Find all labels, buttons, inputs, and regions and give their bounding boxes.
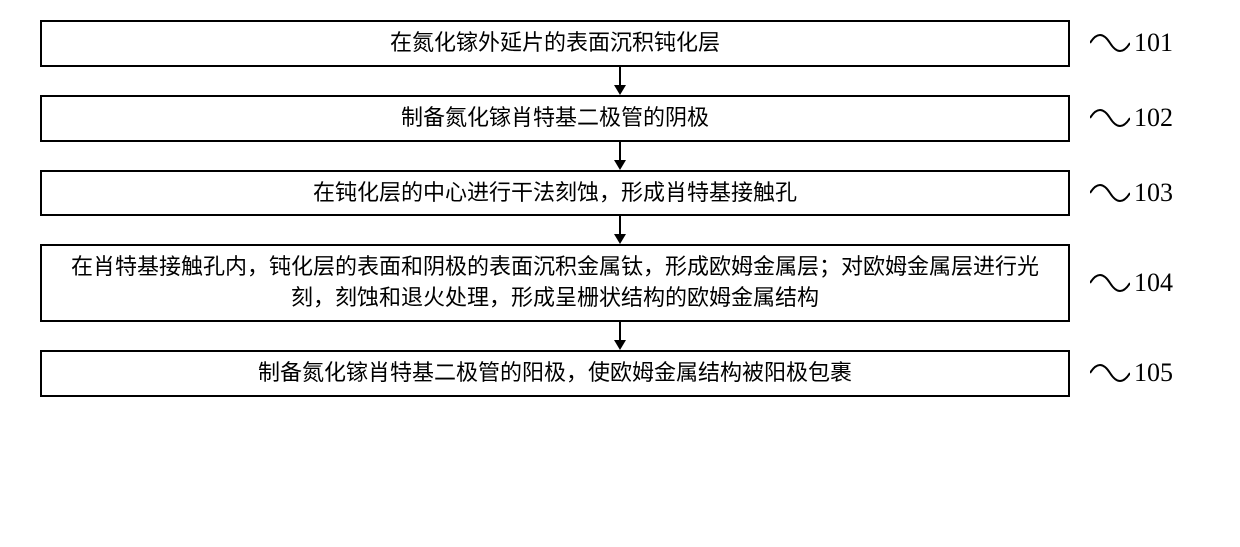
step-text: 在肖特基接触孔内，钝化层的表面和阴极的表面沉积金属钛，形成欧姆金属层；对欧姆金属… (71, 254, 1039, 310)
step-label-col: 103 (1090, 178, 1200, 208)
flow-row: 在钝化层的中心进行干法刻蚀，形成肖特基接触孔 103 (40, 170, 1200, 217)
step-number: 102 (1134, 103, 1173, 133)
step-text: 在钝化层的中心进行干法刻蚀，形成肖特基接触孔 (313, 180, 797, 205)
squiggle-icon (1090, 269, 1130, 297)
arrow-down-icon (610, 142, 630, 170)
step-label-col: 105 (1090, 358, 1200, 388)
step-number: 101 (1134, 28, 1173, 58)
step-number: 103 (1134, 178, 1173, 208)
flow-row: 在肖特基接触孔内，钝化层的表面和阴极的表面沉积金属钛，形成欧姆金属层；对欧姆金属… (40, 244, 1200, 322)
step-number: 105 (1134, 358, 1173, 388)
step-label-col: 101 (1090, 28, 1200, 58)
flow-row: 在氮化镓外延片的表面沉积钝化层 101 (40, 20, 1200, 67)
step-box-104: 在肖特基接触孔内，钝化层的表面和阴极的表面沉积金属钛，形成欧姆金属层；对欧姆金属… (40, 244, 1070, 322)
squiggle-icon (1090, 104, 1130, 132)
step-box-103: 在钝化层的中心进行干法刻蚀，形成肖特基接触孔 (40, 170, 1070, 217)
step-box-101: 在氮化镓外延片的表面沉积钝化层 (40, 20, 1070, 67)
arrow-down-icon (610, 216, 630, 244)
arrow-down-icon (610, 322, 630, 350)
step-label-col: 104 (1090, 268, 1200, 298)
squiggle-icon (1090, 29, 1130, 57)
step-text: 制备氮化镓肖特基二极管的阴极 (401, 105, 709, 130)
step-box-102: 制备氮化镓肖特基二极管的阴极 (40, 95, 1070, 142)
step-text: 在氮化镓外延片的表面沉积钝化层 (390, 30, 720, 55)
flowchart-container: 在氮化镓外延片的表面沉积钝化层 101 制备氮化镓肖特基二极管的阴极 102 (40, 20, 1200, 397)
squiggle-icon (1090, 359, 1130, 387)
step-box-105: 制备氮化镓肖特基二极管的阳极，使欧姆金属结构被阳极包裹 (40, 350, 1070, 397)
step-text: 制备氮化镓肖特基二极管的阳极，使欧姆金属结构被阳极包裹 (258, 360, 852, 385)
flow-row: 制备氮化镓肖特基二极管的阳极，使欧姆金属结构被阳极包裹 105 (40, 350, 1200, 397)
flow-row: 制备氮化镓肖特基二极管的阴极 102 (40, 95, 1200, 142)
step-number: 104 (1134, 268, 1173, 298)
squiggle-icon (1090, 179, 1130, 207)
step-label-col: 102 (1090, 103, 1200, 133)
arrow-down-icon (610, 67, 630, 95)
